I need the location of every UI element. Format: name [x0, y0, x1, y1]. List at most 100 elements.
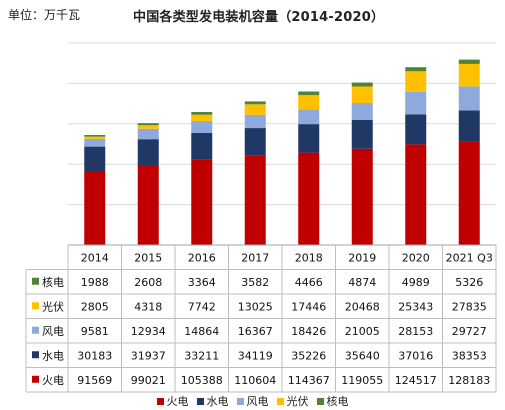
bar-segment [137, 139, 159, 165]
series-label: 核电 [42, 275, 64, 289]
legend-swatch [32, 302, 39, 310]
bar-segment [405, 114, 427, 145]
data-label: 114367 [288, 374, 330, 387]
legend-swatch [32, 277, 39, 285]
legend-swatch [32, 351, 39, 359]
bar-segment [84, 171, 106, 245]
x-tick-label: 2018 [295, 251, 323, 264]
x-tick-label: 2019 [348, 251, 376, 264]
legend-label: 光伏 [286, 395, 309, 408]
bar-segment [458, 63, 480, 87]
bar-segment [244, 101, 266, 105]
bar-segment [458, 141, 480, 245]
x-tick-label: 2017 [241, 251, 269, 264]
data-label: 28153 [398, 325, 433, 338]
bar-segment [298, 152, 320, 245]
data-label: 20468 [345, 300, 380, 313]
data-label: 110604 [234, 374, 276, 387]
legend-item: 核电 [316, 393, 349, 409]
bar-segment [298, 91, 320, 96]
data-label: 30183 [77, 349, 112, 362]
bar-segment [191, 159, 213, 245]
data-label: 4318 [134, 300, 162, 313]
x-tick-label: 2015 [134, 251, 162, 264]
x-tick-label: 2016 [188, 251, 216, 264]
bar-segment [298, 124, 320, 153]
bar-segment [405, 67, 427, 72]
legend-swatch [276, 398, 284, 405]
series-label: 火电 [42, 374, 64, 387]
data-label: 37016 [398, 349, 433, 362]
bar-segment [137, 164, 159, 245]
bar-segment [84, 138, 106, 147]
bar-segment [137, 128, 159, 140]
bar-segment [84, 135, 106, 137]
data-label: 1988 [81, 276, 109, 289]
data-label: 124517 [395, 374, 437, 387]
legend-label: 水电 [206, 395, 229, 408]
bar-segment [298, 95, 320, 110]
data-label: 25343 [398, 300, 433, 313]
legend-swatch [32, 375, 39, 383]
legend-swatch [236, 398, 244, 405]
bar-segment [84, 136, 106, 139]
data-label: 18426 [291, 325, 326, 338]
data-label: 34119 [238, 349, 273, 362]
legend-item: 光伏 [276, 393, 309, 409]
chart-legend: 火电 水电 风电 光伏 核电 [0, 393, 505, 409]
bar-segment [191, 121, 213, 134]
bar-segment [351, 103, 373, 121]
data-label: 16367 [238, 325, 273, 338]
data-label: 29727 [452, 325, 487, 338]
bar-segment [137, 123, 159, 126]
data-label: 3364 [188, 276, 216, 289]
legend-item: 水电 [196, 393, 229, 409]
unit-label: 单位：万千瓦 [8, 8, 81, 22]
bar-segment [405, 71, 427, 92]
bar-segment [405, 91, 427, 115]
bar-segment [244, 104, 266, 115]
bar-segment [351, 148, 373, 245]
data-label: 27835 [452, 300, 487, 313]
x-tick-label: 2020 [402, 251, 430, 264]
bar-segment [351, 82, 373, 87]
legend-swatch [32, 326, 39, 334]
bar-segment [244, 155, 266, 245]
bar-segment [244, 114, 266, 129]
data-label: 91569 [77, 374, 112, 387]
bar-segment [458, 59, 480, 64]
series-label: 水电 [42, 349, 64, 362]
legend-swatch [196, 398, 204, 405]
data-label: 35226 [291, 349, 326, 362]
data-label: 17446 [291, 300, 326, 313]
legend-label: 火电 [166, 395, 189, 408]
data-label: 14864 [184, 325, 219, 338]
bar-segment [137, 125, 159, 129]
bar-segment [191, 114, 213, 122]
x-tick-label: 2021 Q3 [446, 251, 493, 264]
legend-label: 核电 [326, 395, 349, 408]
bar-segment [244, 128, 266, 156]
bar-segment [84, 146, 106, 172]
data-label: 5326 [455, 276, 483, 289]
data-label: 105388 [181, 374, 223, 387]
bar-segment [351, 120, 373, 149]
x-tick-label: 2014 [81, 251, 109, 264]
data-label: 2805 [81, 300, 109, 313]
data-label: 4989 [402, 276, 430, 289]
data-label: 128183 [448, 374, 490, 387]
data-label: 12934 [131, 325, 166, 338]
legend-item: 风电 [236, 393, 269, 409]
legend-swatch [156, 398, 164, 405]
legend-item: 火电 [156, 393, 189, 409]
data-label: 2608 [134, 276, 162, 289]
legend-label: 风电 [246, 395, 269, 408]
bar-segment [191, 112, 213, 115]
bar-segment [191, 133, 213, 160]
bar-segment [458, 110, 480, 142]
data-label: 31937 [131, 349, 166, 362]
data-label: 38353 [452, 349, 487, 362]
bar-segment [405, 144, 427, 245]
data-label: 13025 [238, 300, 273, 313]
